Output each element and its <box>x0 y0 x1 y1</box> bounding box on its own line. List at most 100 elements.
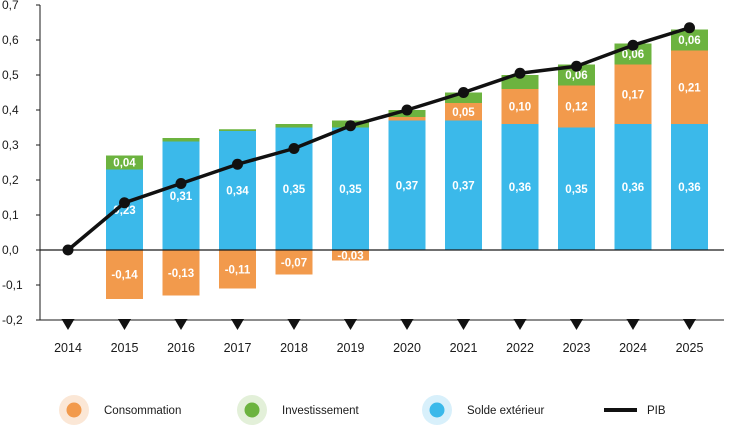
data-label: 0,36 <box>678 182 700 194</box>
x-tick-marker <box>683 319 696 330</box>
data-label: 0,06 <box>565 70 587 82</box>
x-tick-marker <box>287 319 301 330</box>
x-tick-label: 2019 <box>337 341 365 355</box>
x-tick-label: 2021 <box>450 341 478 355</box>
bar-solde-ext-rieur-2024 <box>614 124 652 250</box>
pib-point-2014 <box>62 244 74 256</box>
pib-point-2017 <box>232 158 243 170</box>
x-tick-marker <box>231 319 244 330</box>
y-tick-label: 0,7 <box>2 0 19 12</box>
pib-point-2025 <box>684 22 695 34</box>
bar-solde-ext-rieur-2019 <box>332 127 369 250</box>
legend-label: Consommation <box>104 405 181 417</box>
data-label: 0,31 <box>170 191 193 203</box>
bar-solde-ext-rieur-2020 <box>388 120 426 250</box>
data-label: 0,04 <box>113 158 136 170</box>
bar-consommation-2021 <box>445 103 482 121</box>
x-tick-label: 2017 <box>224 341 252 355</box>
data-label: 0,21 <box>678 82 701 94</box>
pib-point-2021 <box>458 87 469 98</box>
pib-point-2022 <box>514 67 526 79</box>
data-label: 0,36 <box>622 182 644 194</box>
y-tick-label: 0,6 <box>2 33 19 47</box>
data-label: 0,37 <box>452 180 474 192</box>
data-label: 0,05 <box>452 107 475 119</box>
y-tick-label: -0,2 <box>2 313 23 327</box>
legend-swatch <box>244 402 260 418</box>
y-tick-label: 0,1 <box>2 208 19 222</box>
bar-solde-ext-rieur-2022 <box>501 124 539 250</box>
x-tick-label: 2022 <box>506 341 534 355</box>
legend-swatch <box>66 402 82 418</box>
bar-solde-ext-rieur-2016 <box>162 141 200 250</box>
x-tick-label: 2018 <box>280 341 308 355</box>
x-tick-marker <box>457 319 470 330</box>
pib-point-2018 <box>288 143 300 154</box>
x-tick-marker <box>570 319 583 330</box>
data-label: 0,35 <box>565 184 588 196</box>
pib-point-2016 <box>175 178 187 189</box>
bar-consommation-2025 <box>671 50 708 124</box>
legend-label: Investissement <box>282 405 360 417</box>
x-tick-marker <box>344 319 357 330</box>
x-tick-marker <box>400 319 414 330</box>
y-tick-label: -0,1 <box>2 278 23 292</box>
x-tick-label: 2014 <box>54 341 82 355</box>
data-label: 0,37 <box>396 180 418 192</box>
data-label: 0,35 <box>283 184 306 196</box>
bar-consommation-2023 <box>558 85 595 128</box>
data-label: 0,12 <box>565 102 587 114</box>
y-tick-label: 0,5 <box>2 68 19 82</box>
bar-consommation-2016 <box>162 250 200 296</box>
x-tick-marker <box>174 319 188 330</box>
bar-investissement-2025 <box>671 29 708 51</box>
x-tick-label: 2025 <box>676 341 704 355</box>
legend-label: Solde extérieur <box>467 405 545 417</box>
data-label: -0,03 <box>337 250 363 262</box>
x-tick-label: 2020 <box>393 341 421 355</box>
pib-point-2024 <box>627 39 639 51</box>
y-tick-label: 0,0 <box>2 243 19 257</box>
bar-investissement-2015 <box>106 155 143 170</box>
bar-consommation-2020 <box>388 117 426 121</box>
data-label: 0,06 <box>622 49 644 61</box>
data-label: 0,36 <box>509 182 531 194</box>
pib-point-2023 <box>571 60 582 72</box>
bar-consommation-2017 <box>219 250 256 289</box>
x-tick-marker <box>118 319 131 330</box>
bar-solde-ext-rieur-2025 <box>671 124 708 250</box>
bar-consommation-2018 <box>275 250 313 275</box>
pib-point-2015 <box>119 197 130 209</box>
bar-solde-ext-rieur-2017 <box>219 131 256 250</box>
data-label: 0,35 <box>339 184 362 196</box>
data-label: 0,34 <box>226 186 249 198</box>
bar-solde-ext-rieur-2021 <box>445 120 482 250</box>
pib-point-2019 <box>345 120 356 132</box>
x-tick-marker <box>626 319 640 330</box>
bar-investissement-2022 <box>501 75 539 89</box>
data-label: -0,13 <box>168 268 194 280</box>
legend-swatch <box>429 402 445 418</box>
data-label: 0,10 <box>509 102 531 114</box>
pib-line <box>66 26 691 252</box>
data-label: -0,14 <box>111 270 138 282</box>
data-label: -0,07 <box>281 257 307 269</box>
bar-solde-ext-rieur-2015 <box>106 169 143 250</box>
bar-investissement-2023 <box>558 64 595 86</box>
bar-investissement-2018 <box>275 124 313 128</box>
bar-consommation-2022 <box>501 89 539 124</box>
x-tick-marker <box>61 319 75 330</box>
x-tick-label: 2023 <box>563 341 591 355</box>
bar-investissement-2016 <box>162 138 200 142</box>
bar-investissement-2017 <box>219 129 256 131</box>
bar-consommation-2015 <box>106 250 143 299</box>
legend-label: PIB <box>647 405 666 417</box>
x-tick-label: 2015 <box>111 341 139 355</box>
x-tick-marker <box>513 319 527 330</box>
data-label: 0,06 <box>678 35 700 47</box>
bar-consommation-2019 <box>332 250 369 261</box>
bar-consommation-2024 <box>614 64 652 124</box>
y-tick-label: 0,3 <box>2 138 19 152</box>
x-tick-label: 2016 <box>167 341 195 355</box>
